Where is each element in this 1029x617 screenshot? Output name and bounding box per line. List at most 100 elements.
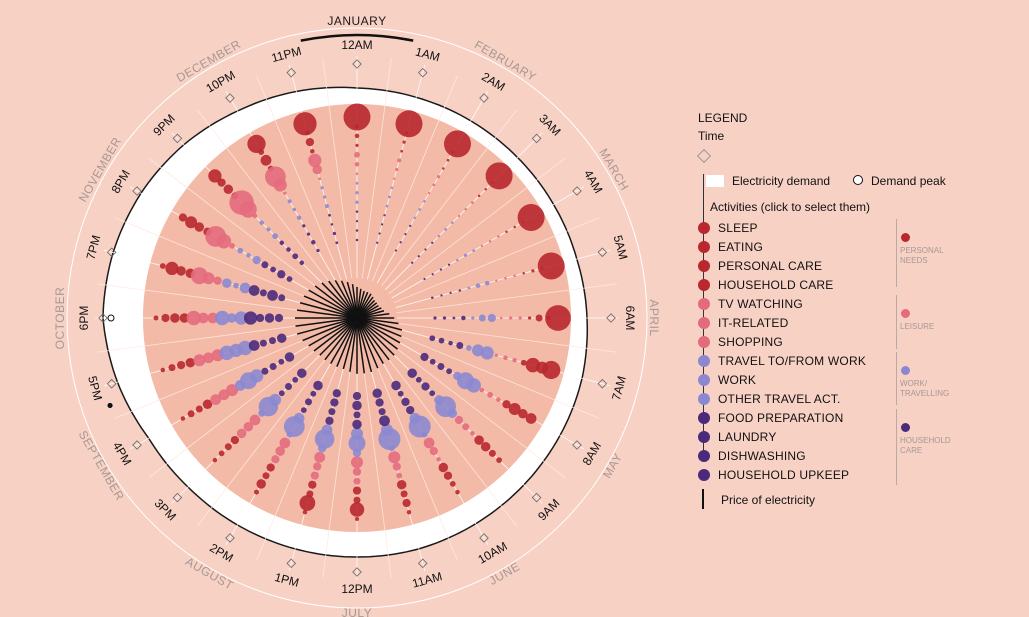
activity-bubble (522, 272, 525, 275)
activity-bubble (375, 398, 384, 407)
price-bar (356, 317, 395, 356)
time-diamond-icon (225, 533, 235, 543)
price-bar (314, 285, 358, 319)
activity-bubble (513, 274, 516, 278)
activity-bubble (194, 222, 205, 232)
activity-bubble (502, 400, 511, 409)
activity-bubble (355, 210, 359, 213)
hour-label: 12PM (341, 582, 372, 596)
time-diamond-icon (417, 558, 428, 569)
activity-bubble (439, 268, 443, 271)
activity-bubble (185, 216, 198, 229)
legend-activity-item[interactable]: OTHER TRAVEL ACT. (698, 391, 841, 407)
legend-activity-item[interactable]: TV WATCHING (698, 296, 803, 312)
activity-bubble (545, 305, 571, 331)
group-dot-icon (901, 423, 910, 432)
legend-activity-item[interactable]: WORK (698, 372, 756, 388)
legend-activity-item[interactable]: FOOD PREPARATION (698, 410, 843, 426)
activity-bubble (453, 371, 462, 381)
activity-bubble (395, 110, 423, 138)
activity-bubble (454, 415, 464, 425)
activity-bubble (243, 311, 258, 325)
activity-bubble (406, 509, 412, 515)
activity-bubble (328, 213, 331, 217)
activity-bubble (322, 195, 327, 199)
activity-bubble (279, 437, 291, 449)
activity-bubble (314, 451, 326, 463)
legend-activity-item[interactable]: HOUSEHOLD UPKEEP (698, 467, 849, 483)
activity-bubble (352, 419, 362, 430)
activity-bubble (310, 149, 315, 154)
time-diamond-icon (572, 186, 582, 196)
price-bar (351, 284, 358, 319)
time-diamond-icon (352, 59, 362, 69)
spoke (388, 342, 566, 478)
activity-bubble (276, 333, 287, 343)
legend-activity-item[interactable]: EATING (698, 239, 763, 255)
price-bar (299, 302, 358, 319)
group-dot-icon (901, 309, 910, 318)
activity-bubble (423, 200, 426, 203)
group-label: LEISURE (900, 322, 935, 331)
activity-bubble (420, 352, 429, 362)
activity-bubble (210, 394, 222, 405)
legend-activity-item[interactable]: HOUSEHOLD CARE (698, 277, 834, 293)
month-label: APRIL (647, 299, 661, 336)
group-label: PERSONAL NEEDS (900, 246, 944, 265)
group-label: HOUSEHOLD CARE (900, 436, 951, 455)
price-bar (356, 317, 401, 344)
activity-bubble (248, 340, 260, 351)
legend-activity-item[interactable]: TRAVEL TO/FROM WORK (698, 353, 866, 369)
time-diamond-icon (286, 67, 297, 78)
activity-bubble (256, 479, 266, 489)
legend-activity-item[interactable]: SHOPPING (698, 334, 783, 350)
group-label: WORK/ TRAVELLING (900, 379, 950, 398)
activity-bubble (176, 360, 186, 370)
activity-bubble (313, 462, 322, 471)
activity-bubble (279, 240, 285, 246)
price-bar (356, 317, 390, 361)
activity-bubble (427, 191, 431, 195)
activity-bubble (355, 143, 359, 148)
activity-bubble (187, 410, 195, 418)
activity-bubble (193, 354, 206, 367)
activity-bubble (216, 233, 232, 249)
price-bar (313, 317, 358, 352)
legend-activity-item[interactable]: SLEEP (698, 220, 758, 236)
activity-bubble (355, 517, 359, 521)
activity-bubble (351, 427, 363, 440)
activity-dot-icon (698, 260, 710, 272)
activity-bubble (404, 131, 409, 135)
hour-label: 8AM (580, 439, 604, 467)
spoke (256, 75, 343, 282)
hour-label: 2AM (479, 69, 507, 93)
activity-bubble (423, 277, 426, 281)
hour-label: 7PM (84, 234, 104, 261)
legend-activity-item[interactable]: IT-RELATED (698, 315, 788, 331)
activity-bubble (259, 289, 267, 297)
activity-bubble (292, 376, 299, 383)
legend-activity-item[interactable]: PERSONAL CARE (698, 258, 822, 274)
time-diamond-icon (225, 93, 235, 103)
demand-peak-icon (107, 314, 115, 322)
price-bar (302, 317, 358, 342)
activity-bubble (302, 224, 306, 228)
activity-bubble (518, 409, 528, 419)
demand-peak-label: Demand peak (871, 174, 946, 188)
activity-bubble (330, 223, 334, 226)
activity-bubble (407, 368, 417, 378)
activity-bubble (321, 424, 333, 436)
spoke (388, 158, 566, 294)
month-ring (66, 27, 648, 609)
activity-bubble (525, 413, 537, 424)
legend-activity-item[interactable]: LAUNDRY (698, 429, 777, 445)
activity-bubble (421, 382, 430, 391)
legend-activity-item[interactable]: DISHWASHING (698, 448, 806, 464)
month-label: MAY (600, 451, 625, 481)
activity-bubble (267, 290, 278, 301)
activity-bubble (488, 449, 496, 457)
activity-bubble (226, 384, 239, 397)
activity-bubble (354, 162, 360, 167)
activity-label: FOOD PREPARATION (718, 411, 844, 425)
activity-label: HOUSEHOLD UPKEEP (718, 468, 850, 482)
